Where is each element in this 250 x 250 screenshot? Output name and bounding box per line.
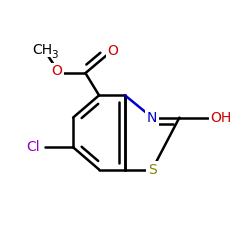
- Text: OH: OH: [210, 110, 232, 124]
- Text: CH: CH: [32, 42, 52, 56]
- Text: 3: 3: [51, 50, 57, 60]
- Text: O: O: [107, 44, 118, 58]
- Text: N: N: [147, 110, 158, 124]
- Text: Cl: Cl: [26, 140, 40, 154]
- Text: S: S: [148, 162, 156, 176]
- Text: O: O: [52, 64, 62, 78]
